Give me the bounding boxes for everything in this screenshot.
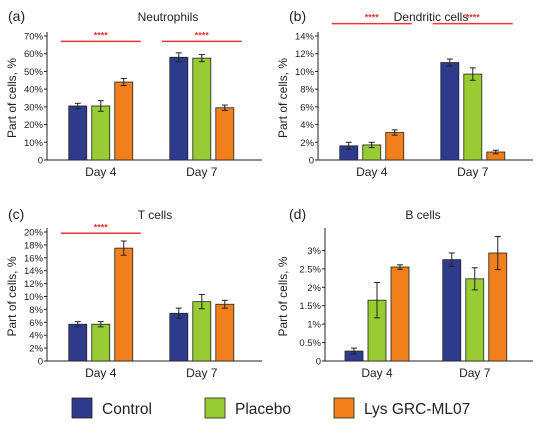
y-tick-label: 12% bbox=[295, 49, 315, 60]
y-tick-label: 1.5% bbox=[299, 301, 321, 312]
y-tick-label: 10% bbox=[24, 292, 44, 303]
y-tick-label: 6% bbox=[300, 102, 314, 113]
y-tick-label: 2% bbox=[307, 283, 321, 294]
bar bbox=[192, 57, 212, 161]
significance-label: **** bbox=[466, 13, 481, 23]
chart-panel: (a) Neutrophils Part of cells, % 0 10% 20% 30%… bbox=[5, 8, 262, 179]
panel-title: Dendritic cells bbox=[394, 10, 469, 24]
legend-label: Lys GRC-ML07 bbox=[364, 401, 470, 418]
significance-label: **** bbox=[195, 30, 210, 40]
bar bbox=[114, 247, 134, 362]
y-tick-label: 0 bbox=[316, 357, 321, 368]
panel-letter: (b) bbox=[289, 8, 306, 24]
panel-title: Neutrophils bbox=[138, 10, 199, 24]
bar bbox=[91, 105, 111, 161]
significance-label: **** bbox=[94, 30, 109, 40]
legend-swatch bbox=[204, 397, 226, 419]
y-tick-label: 0 bbox=[38, 357, 43, 368]
y-tick-label: 0 bbox=[38, 156, 43, 167]
bar bbox=[465, 278, 485, 362]
bar bbox=[215, 303, 235, 362]
x-tick-label: Day 7 bbox=[186, 366, 218, 380]
y-tick-label: 2% bbox=[29, 344, 43, 355]
x-tick-label: Day 7 bbox=[186, 165, 218, 179]
y-tick-label: 10% bbox=[24, 138, 44, 149]
significance-label: **** bbox=[94, 222, 109, 232]
x-tick-label: Day 4 bbox=[356, 165, 388, 179]
y-tick-label: 4% bbox=[300, 120, 314, 131]
x-tick-label: Day 7 bbox=[457, 165, 489, 179]
y-tick-label: 14% bbox=[24, 266, 44, 277]
y-axis-label: Part of cells, % bbox=[276, 58, 290, 138]
y-tick-label: 4% bbox=[29, 331, 43, 342]
y-tick-label: 2.5% bbox=[299, 264, 321, 275]
bar bbox=[440, 62, 460, 161]
y-tick-label: 20% bbox=[24, 120, 44, 131]
x-tick-label: Day 4 bbox=[85, 366, 117, 380]
bar bbox=[68, 105, 88, 161]
y-tick-label: 10% bbox=[295, 67, 315, 78]
bar bbox=[169, 56, 189, 161]
x-tick-label: Day 4 bbox=[85, 165, 117, 179]
y-tick-label: 12% bbox=[24, 279, 44, 290]
bar bbox=[390, 266, 410, 362]
y-tick-label: 70% bbox=[24, 32, 44, 43]
y-tick-label: 6% bbox=[29, 318, 43, 329]
y-tick-label: 60% bbox=[24, 49, 44, 60]
legend-label: Placebo bbox=[235, 401, 291, 418]
y-tick-label: 8% bbox=[300, 85, 314, 96]
bar bbox=[169, 312, 189, 362]
panel-letter: (c) bbox=[8, 206, 24, 222]
chart-panel: (b) Dendritic cells Part of cells, % 0 2% 4% 6… bbox=[276, 8, 533, 179]
bar bbox=[114, 81, 134, 161]
legend-swatch bbox=[71, 397, 93, 419]
panel-letter: (a) bbox=[8, 8, 25, 24]
bar bbox=[192, 301, 212, 362]
bar bbox=[463, 73, 483, 161]
bar bbox=[68, 323, 88, 362]
y-axis-label: Part of cells, % bbox=[276, 256, 290, 336]
panel-title: B cells bbox=[405, 208, 440, 222]
y-tick-label: 8% bbox=[29, 305, 43, 316]
panel-title: T cells bbox=[138, 208, 172, 222]
chart-panel: (c) T cells Part of cells, % 0 2% 4% 6% 8% 10% 12… bbox=[5, 206, 262, 380]
y-tick-label: 30% bbox=[24, 102, 44, 113]
bar bbox=[215, 107, 235, 161]
bar bbox=[385, 132, 405, 161]
x-tick-label: Day 7 bbox=[459, 366, 491, 380]
bar bbox=[442, 259, 462, 362]
x-tick-label: Day 4 bbox=[361, 366, 393, 380]
y-tick-label: 20% bbox=[24, 228, 44, 239]
y-tick-label: 0.5% bbox=[299, 338, 321, 349]
y-tick-label: 50% bbox=[24, 67, 44, 78]
y-axis-label: Part of cells, % bbox=[5, 58, 19, 138]
legend: Control Placebo Lys GRC-ML07 bbox=[71, 397, 470, 419]
panel-letter: (d) bbox=[289, 206, 306, 222]
y-tick-label: 3% bbox=[307, 246, 321, 257]
legend-swatch bbox=[333, 397, 355, 419]
y-tick-label: 2% bbox=[300, 138, 314, 149]
chart-panel: (d) B cells Part of cells, % 0 0.5% 1% 1.5% 2% 2… bbox=[276, 206, 533, 380]
y-tick-label: 0 bbox=[309, 156, 314, 167]
significance-label: **** bbox=[365, 13, 380, 23]
y-tick-label: 40% bbox=[24, 85, 44, 96]
y-axis-label: Part of cells, % bbox=[5, 256, 19, 336]
y-tick-label: 18% bbox=[24, 240, 44, 251]
y-tick-label: 1% bbox=[307, 320, 321, 331]
bar bbox=[91, 323, 111, 362]
y-tick-label: 16% bbox=[24, 253, 44, 264]
legend-label: Control bbox=[102, 401, 152, 418]
y-tick-label: 14% bbox=[295, 32, 315, 43]
